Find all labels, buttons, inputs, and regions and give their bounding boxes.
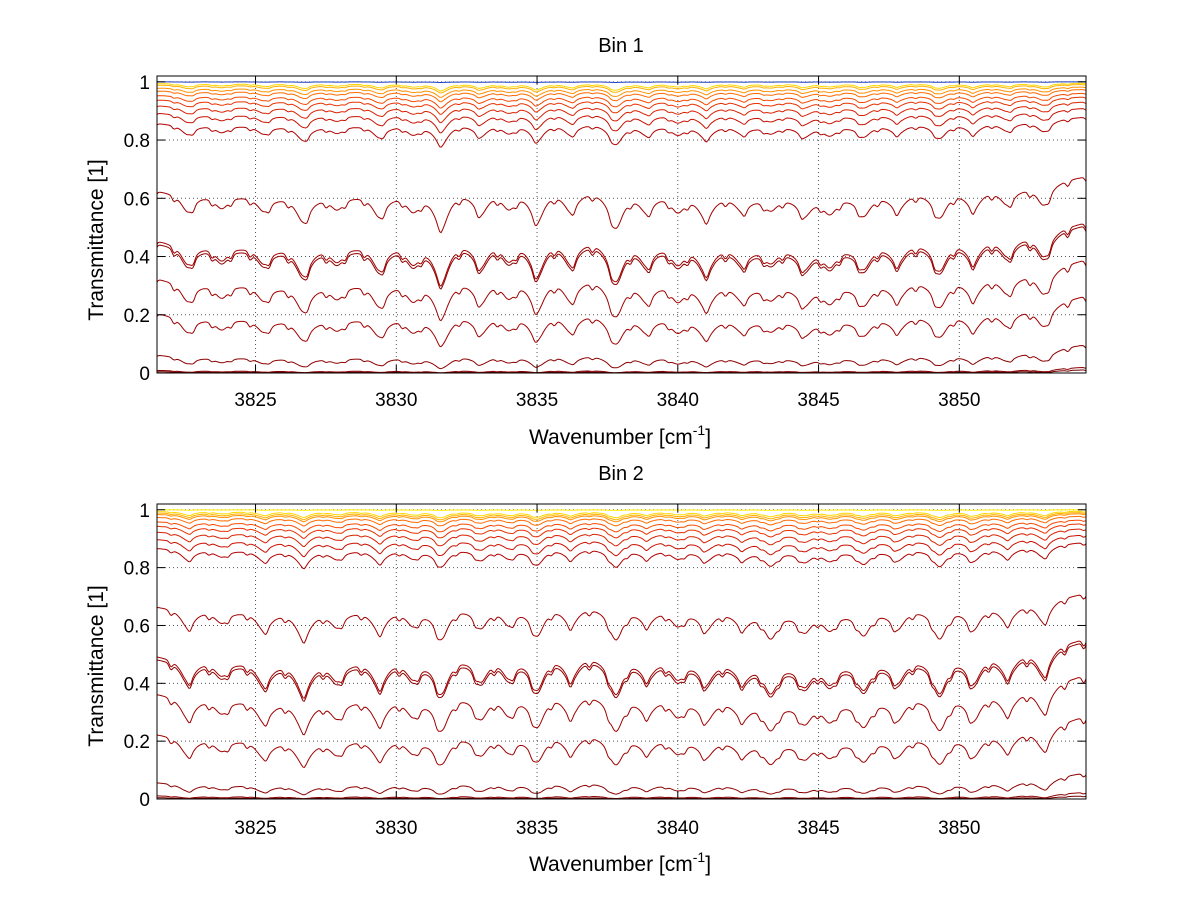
series-line bbox=[156, 108, 1087, 134]
x-ticks: 3825 3830 3835 3840 3845 3850 bbox=[234, 76, 980, 411]
series-line bbox=[156, 82, 1087, 92]
x-ticks: 3825 3830 3835 3840 3845 3850 bbox=[234, 504, 980, 839]
x-tick-label: 3825 bbox=[234, 390, 276, 411]
series-group bbox=[156, 509, 1087, 800]
y-tick-label: 0.6 bbox=[124, 616, 150, 637]
series-line bbox=[156, 643, 1087, 702]
series-line bbox=[157, 81, 1086, 83]
series-line bbox=[156, 223, 1087, 287]
x-tick-label: 3830 bbox=[375, 390, 417, 411]
series-line bbox=[157, 513, 1087, 523]
chart-panel-bin-1: Bin 1 3825 3830 3835 3840 3845 3850 0 0.2 0.4 0.… bbox=[85, 35, 1087, 449]
y-tick-label: 0.8 bbox=[124, 559, 150, 580]
series-line bbox=[156, 89, 1087, 103]
x-tick-label: 3835 bbox=[516, 390, 558, 411]
series-line bbox=[156, 718, 1087, 768]
x-axis-label: Wavenumber [cm-1] bbox=[529, 422, 711, 449]
y-tick-label: 0.2 bbox=[124, 306, 150, 327]
series-line bbox=[156, 542, 1087, 570]
axes-frame bbox=[156, 75, 1087, 374]
chart-title: Bin 2 bbox=[598, 463, 644, 485]
x-tick-label: 3830 bbox=[375, 818, 417, 839]
series-line bbox=[157, 519, 1087, 533]
series-line bbox=[156, 117, 1087, 148]
series-line bbox=[156, 177, 1087, 234]
x-tick-label: 3850 bbox=[938, 818, 980, 839]
series-line bbox=[156, 86, 1087, 98]
y-ticks: 0 0.2 0.4 0.6 0.8 1 bbox=[124, 73, 1086, 385]
series-line bbox=[156, 260, 1087, 322]
chart-panel-bin-2: Bin 2 3825 3830 3835 3840 3845 3850 0 0.2 0.4 0.… bbox=[85, 463, 1087, 876]
series-line bbox=[156, 773, 1087, 796]
series-line bbox=[156, 677, 1087, 736]
series-line bbox=[156, 640, 1087, 699]
series-line bbox=[156, 366, 1087, 374]
y-tick-label: 0.4 bbox=[124, 248, 151, 269]
series-line bbox=[156, 296, 1087, 348]
series-line bbox=[156, 535, 1087, 558]
series-line bbox=[157, 509, 1087, 511]
series-line bbox=[157, 792, 1087, 800]
x-axis-label: Wavenumber [cm-1] bbox=[529, 849, 711, 876]
x-tick-label: 3845 bbox=[797, 390, 839, 411]
x-axis-label-sup: -1 bbox=[693, 849, 706, 865]
x-tick-label: 3835 bbox=[516, 818, 558, 839]
y-tick-label: 1 bbox=[139, 73, 150, 94]
y-tick-label: 0 bbox=[139, 364, 150, 385]
series-line bbox=[156, 96, 1087, 115]
y-tick-label: 0.6 bbox=[124, 189, 150, 210]
series-line bbox=[156, 101, 1087, 124]
x-tick-label: 3845 bbox=[797, 818, 839, 839]
series-line bbox=[156, 594, 1087, 644]
series-line bbox=[157, 512, 1087, 521]
series-line bbox=[157, 523, 1087, 539]
y-tick-label: 0.4 bbox=[124, 674, 151, 695]
axes-frame bbox=[156, 503, 1087, 800]
series-line bbox=[156, 528, 1087, 548]
x-tick-label: 3840 bbox=[657, 390, 699, 411]
x-axis-label-sup: -1 bbox=[693, 422, 706, 438]
series-line bbox=[156, 92, 1087, 109]
series-line bbox=[157, 510, 1087, 519]
y-tick-label: 1 bbox=[139, 501, 150, 522]
y-tick-label: 0.2 bbox=[124, 732, 150, 753]
x-tick-label: 3825 bbox=[234, 818, 276, 839]
y-axis-label: Transmittance [1] bbox=[85, 585, 108, 746]
series-line bbox=[156, 84, 1087, 94]
y-tick-label: 0.8 bbox=[124, 131, 150, 152]
y-axis-label: Transmittance [1] bbox=[85, 159, 108, 320]
series-line bbox=[156, 344, 1087, 370]
chart-title: Bin 1 bbox=[598, 35, 644, 57]
series-line bbox=[157, 515, 1087, 527]
y-ticks: 0 0.2 0.4 0.6 0.8 1 bbox=[124, 501, 1086, 811]
series-group bbox=[156, 81, 1087, 374]
y-tick-label: 0 bbox=[139, 790, 150, 811]
x-tick-label: 3850 bbox=[938, 390, 980, 411]
x-tick-label: 3840 bbox=[657, 818, 699, 839]
series-line bbox=[156, 226, 1087, 290]
